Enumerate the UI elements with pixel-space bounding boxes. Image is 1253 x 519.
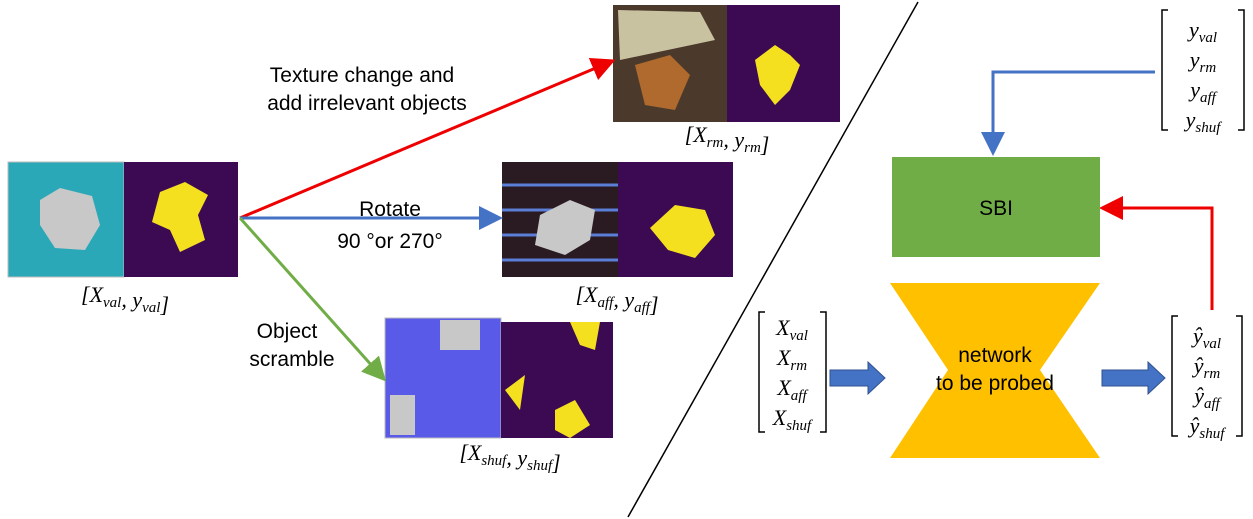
separator: ,	[723, 127, 734, 152]
subscript: val	[1203, 336, 1221, 352]
symbol: y	[130, 287, 142, 312]
output-arrow	[1102, 362, 1165, 394]
annotation: add irrelevant objects	[267, 92, 467, 115]
term: Xaff	[583, 282, 615, 311]
subscript: rm	[707, 135, 724, 151]
symbol: ŷ	[1192, 383, 1204, 408]
bracket: ]	[760, 132, 770, 157]
symbol: y	[1187, 17, 1199, 42]
subscript: shuf	[1199, 426, 1226, 442]
image-aff	[502, 162, 733, 277]
diagram: Texture change and add irrelevant object…	[0, 0, 1253, 519]
separator: ,	[121, 287, 132, 312]
subscript: rm	[1200, 60, 1217, 76]
sbi-label: SBI	[979, 197, 1013, 220]
subscript: val	[142, 300, 160, 316]
matrix-entry: ŷval	[1191, 323, 1221, 352]
symbol: y	[515, 445, 527, 470]
image-shuf	[385, 318, 613, 438]
subscript: aff	[1200, 90, 1218, 106]
symbol: y	[1184, 107, 1196, 132]
input-arrow	[830, 362, 885, 394]
term: yrm	[732, 127, 761, 156]
subscript: aff	[791, 388, 809, 404]
annotation: 90 °or 270°	[337, 230, 443, 253]
image-rm	[613, 5, 840, 122]
subscript: val	[103, 295, 121, 311]
symbol: y	[1188, 47, 1200, 72]
bracket: ]	[159, 292, 169, 317]
matrix-entry: Xaff	[776, 375, 808, 404]
annotation: Object	[257, 320, 318, 343]
arrow-predictions	[1105, 208, 1212, 310]
matrix-entry: yaff	[1188, 77, 1217, 106]
matrix-entry: ŷaff	[1192, 383, 1221, 412]
subscript: rm	[744, 140, 761, 156]
term: Xrm	[692, 122, 723, 151]
subscript: shuf	[786, 418, 813, 434]
image-label: [Xrm, yrm]	[685, 122, 770, 157]
matrix-entry: Xval	[775, 315, 808, 344]
network-block	[890, 283, 1100, 458]
subscript: rm	[790, 358, 807, 374]
arrow-targets	[993, 72, 1155, 150]
bracket: ]	[551, 450, 561, 475]
image-label: [Xaff, yaff]	[575, 282, 658, 317]
symbol: ŷ	[1191, 323, 1203, 348]
term: Xval	[89, 282, 122, 311]
term: yval	[130, 287, 160, 316]
subscript: val	[790, 328, 808, 344]
symbol: y	[622, 287, 634, 312]
separator: ,	[613, 287, 624, 312]
image-label: [Xval, yval]	[81, 282, 169, 317]
image-label: [Xshuf, yshuf]	[459, 440, 560, 475]
annotation: Texture change and	[270, 64, 454, 87]
matrix-entry: Xshuf	[772, 405, 813, 434]
separator: ,	[506, 445, 517, 470]
matrix-entry: yshuf	[1184, 107, 1223, 136]
image-val	[8, 162, 238, 277]
term: yshuf	[515, 445, 554, 474]
bracket: ]	[649, 292, 659, 317]
matrix-entry: ŷrm	[1192, 353, 1221, 382]
matrix-entry: Xrm	[776, 345, 807, 374]
subscript: val	[1199, 30, 1217, 46]
subscript: rm	[1204, 366, 1221, 382]
symbol: ŷ	[1192, 353, 1204, 378]
network-label: to be probed	[936, 372, 1054, 395]
term: yaff	[622, 287, 651, 316]
symbol: y	[732, 127, 744, 152]
matrix-entry: yrm	[1188, 47, 1217, 76]
subscript: shuf	[527, 458, 554, 474]
network-label: network	[958, 344, 1032, 367]
matrix-entry: yval	[1187, 17, 1217, 46]
page: Texture change and add irrelevant object…	[0, 0, 1253, 519]
annotation: Rotate	[359, 198, 421, 221]
subscript: aff	[1204, 396, 1222, 412]
symbol: y	[1188, 77, 1200, 102]
matrix-entry: ŷshuf	[1188, 413, 1227, 442]
symbol: ŷ	[1188, 413, 1200, 438]
annotation: scramble	[249, 348, 334, 371]
subscript: shuf	[1195, 120, 1222, 136]
subscript: shuf	[481, 453, 508, 469]
term: Xshuf	[467, 440, 508, 469]
